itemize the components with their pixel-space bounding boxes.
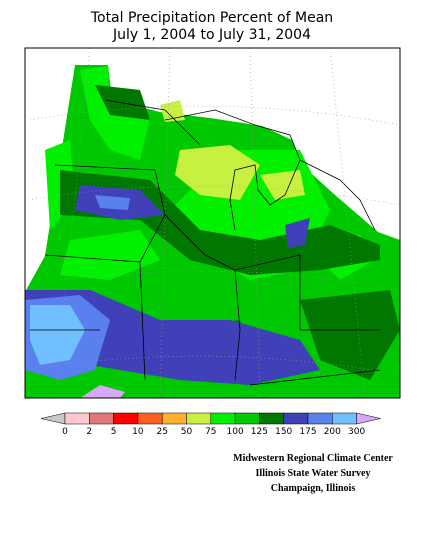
field-dark-green: [60, 85, 400, 380]
legend-swatch: [307, 412, 333, 425]
legend-tick-label: 125: [251, 427, 268, 437]
subtitle: July 1, 2004 to July 31, 2004: [112, 27, 311, 43]
legend-swatch: [137, 412, 163, 425]
legend-swatch: [259, 412, 284, 425]
legend-swatch: [161, 412, 187, 425]
credit: Illinois State Water Survey: [256, 468, 371, 479]
legend-tick-label: 25: [156, 427, 167, 437]
legend-tick-label: 0: [62, 427, 68, 437]
legend-tick-label: 150: [275, 427, 292, 437]
legend-tick-label: 2: [86, 427, 92, 437]
legend-swatch: [332, 412, 357, 425]
credit: Champaign, Illinois: [271, 483, 356, 494]
map: [24, 47, 401, 399]
legend-tick-label: 300: [348, 427, 365, 437]
legend-swatch: [210, 412, 236, 425]
map-frame: [24, 47, 401, 399]
shoreline: [164, 109, 376, 231]
legend-below: [40, 412, 66, 425]
legend-swatch: [64, 412, 90, 425]
state-borders: [30, 99, 381, 386]
color-legend: 0 2 5 10 25 50 75 100 125 150 175 200 300: [40, 412, 381, 437]
legend-tick-label: 10: [132, 427, 144, 437]
legend-tick-label: 100: [227, 427, 244, 437]
legend-tick-label: 200: [324, 427, 341, 437]
legend-tick-label: 175: [299, 427, 316, 437]
field-light-blue: [30, 305, 85, 365]
field-violet: [80, 385, 125, 398]
title: Total Precipitation Percent of Mean: [90, 10, 333, 26]
legend-tick-label: 75: [205, 427, 216, 437]
graticule: [25, 48, 400, 398]
legend-tick-label: 50: [181, 427, 193, 437]
credit: Midwestern Regional Climate Center: [233, 453, 393, 464]
field-yellow: [160, 100, 305, 200]
legend-swatch: [113, 412, 139, 425]
legend-above: [356, 412, 381, 425]
legend-swatch: [89, 412, 114, 425]
legend-tick-label: 5: [111, 427, 117, 437]
legend-swatch: [186, 412, 212, 425]
legend-swatch: [283, 412, 309, 425]
legend-swatch: [234, 412, 260, 425]
